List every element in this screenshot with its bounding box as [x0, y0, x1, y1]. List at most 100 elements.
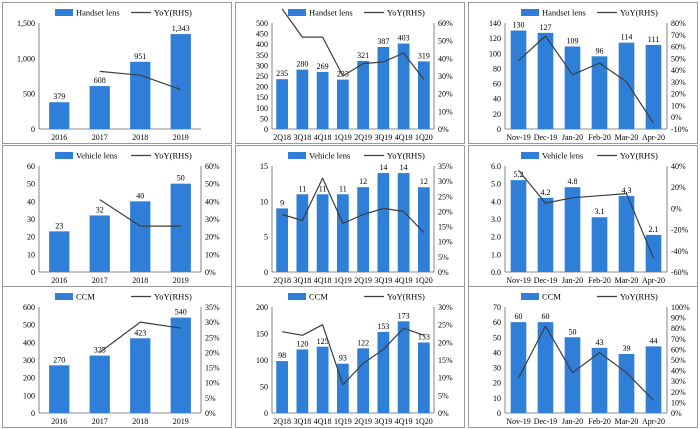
- x-axis-tick: 1Q19: [334, 133, 352, 142]
- left-axis-tick: 250: [256, 72, 268, 81]
- right-axis-tick: 20%: [671, 183, 686, 192]
- x-axis-tick: 2019: [173, 417, 189, 426]
- bar: [618, 353, 635, 413]
- right-axis-tick: 20%: [438, 207, 453, 216]
- left-axis-tick: 10: [493, 394, 501, 403]
- right-axis-tick: 30%: [671, 377, 686, 386]
- right-axis-tick: 15%: [438, 356, 453, 365]
- bar-data-label: 120: [296, 339, 308, 348]
- left-axis-tick: 100: [23, 391, 35, 400]
- right-axis-tick: -20%: [671, 226, 689, 235]
- bar-data-label: 403: [398, 34, 410, 43]
- x-axis-tick: Dec-19: [534, 133, 558, 142]
- x-axis-tick: Nov-19: [506, 276, 530, 285]
- x-axis-tick: 2018: [132, 133, 148, 142]
- bar: [130, 338, 151, 413]
- left-axis-tick: 40: [27, 197, 35, 206]
- x-axis-tick: Apr-20: [642, 417, 665, 426]
- bar-data-label: 133: [418, 333, 430, 342]
- bar: [418, 187, 430, 272]
- yoy-line: [281, 177, 425, 234]
- x-axis-tick: Feb-20: [588, 133, 611, 142]
- chart-svg: Handset lens YoY(RHS) 0 20 40 60 80 100 120 140 -1…: [489, 8, 689, 143]
- bar-data-label: 109: [567, 36, 579, 45]
- left-axis-tick: 50: [260, 114, 268, 123]
- x-axis-tick: Apr-20: [642, 276, 665, 285]
- left-axis-tick: 4.0: [491, 197, 501, 206]
- left-axis-tick: 300: [256, 61, 268, 70]
- x-axis-tick: 2017: [92, 276, 108, 285]
- left-axis-tick: 500: [23, 90, 35, 99]
- legend-line-label: YoY(RHS): [154, 151, 192, 161]
- bar-data-label: 280: [296, 60, 308, 69]
- right-axis-tick: 70%: [671, 335, 686, 344]
- left-axis-tick: 3.0: [491, 215, 501, 224]
- bar-data-label: 5.2: [514, 170, 524, 179]
- left-axis-tick: 600: [23, 303, 35, 312]
- x-axis-tick: Nov-19: [506, 133, 530, 142]
- bar-data-label: 44: [650, 336, 658, 345]
- bar-data-label: 9: [280, 198, 284, 207]
- bar: [49, 102, 70, 129]
- legend-line-label: YoY(RHS): [620, 292, 658, 302]
- left-axis-tick: 0: [264, 409, 268, 418]
- bar: [564, 337, 581, 413]
- chart-svg: CCM YoY(RHS) 0 10 20 30 40 50 60 70 0% 10%20% 30%40%…: [493, 292, 690, 427]
- left-axis-tick: 50: [27, 180, 35, 189]
- x-axis-tick: 3Q18: [293, 276, 311, 285]
- bar: [397, 321, 410, 413]
- right-axis-tick: 60%: [205, 162, 220, 171]
- bar-data-label: 43: [596, 338, 604, 347]
- bar: [337, 363, 349, 413]
- x-axis-tick: Jan-20: [562, 417, 583, 426]
- x-axis-tick: 3Q19: [374, 276, 392, 285]
- x-axis-tick: 4Q19: [395, 417, 413, 426]
- right-axis-tick: 35%: [438, 162, 453, 171]
- bar: [337, 79, 349, 129]
- bar: [296, 194, 309, 272]
- left-axis-tick: 0.0: [491, 268, 501, 277]
- bar: [618, 196, 635, 272]
- chart-ccm-annual: CCM YoY(RHS) 0 100 200 300 400 500 600 0% 5% 10% 15%…: [2, 286, 232, 428]
- bar-data-label: 269: [317, 62, 329, 71]
- left-axis-tick: 0: [264, 268, 268, 277]
- bar-data-label: 130: [513, 21, 525, 30]
- bar-data-label: 540: [175, 308, 187, 317]
- bar: [170, 183, 191, 272]
- bar: [510, 30, 527, 130]
- bar-data-label: 12: [420, 177, 428, 186]
- right-axis-tick: 60%: [438, 19, 453, 28]
- right-axis-tick: 0%: [438, 125, 449, 134]
- bar-data-label: 325: [94, 346, 106, 355]
- bar: [316, 194, 329, 272]
- right-axis-tick: 40%: [671, 162, 686, 171]
- bar: [591, 347, 608, 413]
- bar: [170, 34, 191, 129]
- chart-vehicle-lens-monthly: Vehicle lens YoY(RHS) 0.0 1.0 2.0 3.0 4.0 5.0 6.…: [468, 145, 698, 287]
- right-axis-tick: 40%: [671, 66, 686, 75]
- x-axis-tick: 2018: [132, 276, 148, 285]
- left-axis-tick: 0: [31, 125, 35, 134]
- right-axis-tick: 25%: [205, 333, 220, 342]
- bar-data-label: 111: [648, 35, 659, 44]
- left-axis-tick: 350: [256, 51, 268, 60]
- left-axis-tick: 6.0: [491, 162, 501, 171]
- left-axis-tick: 10: [260, 197, 268, 206]
- bar: [357, 348, 369, 413]
- right-axis-tick: 50%: [438, 37, 453, 46]
- left-axis-tick: 50: [260, 383, 268, 392]
- x-axis-tick: 2019: [173, 133, 189, 142]
- bar-data-label: 96: [596, 46, 604, 55]
- bar-data-label: 153: [377, 322, 389, 331]
- bar-data-label: 14: [379, 163, 387, 172]
- bar-data-label: 125: [317, 337, 329, 346]
- yoy-line: [99, 321, 181, 353]
- bar-data-label: 93: [339, 354, 347, 363]
- left-axis-tick: 15: [260, 162, 268, 171]
- bar: [316, 346, 329, 413]
- right-axis-tick: 40%: [438, 54, 453, 63]
- bar: [537, 322, 554, 413]
- legend-line-label: YoY(RHS): [154, 292, 192, 302]
- chart-ccm-quarterly: CCM YoY(RHS) 0 50 100 150 200 0% 5% 10% 15% 20% 25% 3…: [235, 286, 465, 428]
- left-axis-tick: 200: [23, 374, 35, 383]
